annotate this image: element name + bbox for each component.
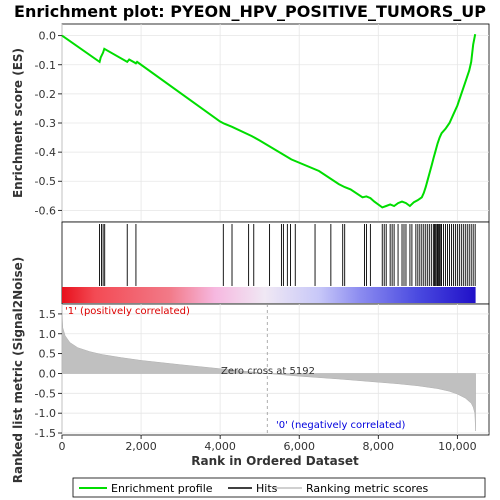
es-y-tick-label: -0.2 [35, 88, 56, 101]
metric-y-tick-label: -1.0 [35, 407, 56, 420]
metric-y-tick-label: -0.5 [35, 387, 56, 400]
x-axis-ticks: 0 2,000 4,000 6,000 8,000 10,000 [59, 435, 477, 453]
es-y-tick-label: -0.1 [35, 59, 56, 72]
metric-y-tick-label: -1.5 [35, 427, 56, 440]
x-tick-label: 2,000 [125, 440, 157, 453]
metric-y-tick-label: 1.5 [39, 308, 57, 321]
es-y-tick-label: -0.6 [35, 204, 56, 217]
zero-cross-label: Zero cross at 5192 [221, 366, 315, 377]
es-panel: 0.0 -0.1 -0.2 -0.3 -0.4 -0.5 -0.6 [35, 23, 490, 223]
es-y-tick-label: 0.0 [39, 30, 57, 43]
hit-marks [99, 224, 476, 286]
legend: Enrichment profile Hits Ranking metric s… [72, 477, 486, 498]
hits-panel [61, 221, 490, 305]
legend-enrichment-profile: Enrichment profile [111, 482, 213, 495]
es-grid [61, 24, 489, 222]
x-tick-label: 8,000 [363, 440, 395, 453]
x-tick-label: 4,000 [204, 440, 236, 453]
metric-y-tick-label: 0.5 [39, 348, 57, 361]
x-tick-label: 10,000 [438, 440, 477, 453]
es-y-tick-label: -0.4 [35, 146, 56, 159]
x-tick-label: 6,000 [283, 440, 315, 453]
legend-hits: Hits [256, 482, 278, 495]
positive-correlation-label: '1' (positively correlated) [65, 306, 190, 317]
metric-y-tick-label: 1.0 [39, 328, 57, 341]
es-y-ticks: 0.0 -0.1 -0.2 -0.3 -0.4 -0.5 -0.6 [35, 30, 62, 217]
es-y-tick-label: -0.3 [35, 117, 56, 130]
rank-color-bar [62, 287, 476, 303]
metric-y-tick-label: 0.0 [39, 367, 57, 380]
metric-y-ticks: 1.5 1.0 0.5 0.0 -0.5 -1.0 -1.5 [35, 308, 62, 440]
x-axis-label: Rank in Ordered Dataset [191, 454, 359, 468]
metric-y-axis-label: Ranked list metric (Signal2Noise) [11, 257, 25, 484]
chart-title: Enrichment plot: PYEON_HPV_POSITIVE_TUMO… [14, 2, 486, 21]
es-y-tick-label: -0.5 [35, 175, 56, 188]
negative-correlation-label: '0' (negatively correlated) [276, 420, 405, 431]
x-tick-label: 0 [59, 440, 66, 453]
metric-grid [61, 304, 489, 435]
metric-panel: 1.5 1.0 0.5 0.0 -0.5 -1.0 -1.5 '1' (positively… [35, 303, 490, 440]
enrichment-profile-line [61, 34, 477, 209]
ranking-metric-area [61, 309, 476, 432]
legend-ranking-metric-scores: Ranking metric scores [306, 482, 428, 495]
es-y-axis-label: Enrichment score (ES) [11, 48, 25, 198]
